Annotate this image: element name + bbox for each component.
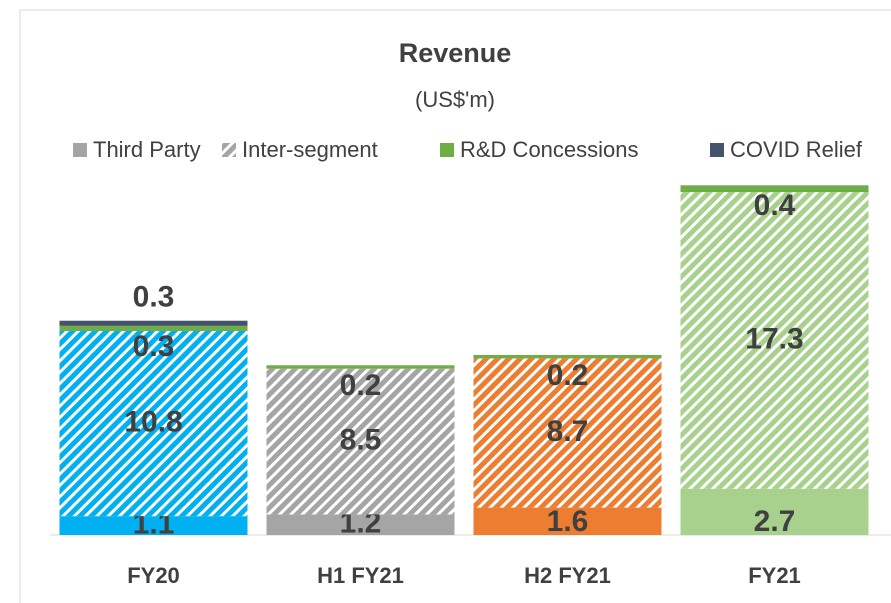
x-tick-label: H2 FY21 xyxy=(524,563,611,588)
data-label: 2.7 xyxy=(754,505,796,538)
bar-segment xyxy=(473,355,662,359)
bar-segment xyxy=(266,365,455,369)
bar-segment xyxy=(266,514,455,535)
x-tick-label: FY20 xyxy=(127,563,180,588)
data-label: 10.8 xyxy=(124,405,182,438)
bar-segment xyxy=(680,192,869,489)
legend-swatch xyxy=(73,143,87,157)
bar-segment xyxy=(59,320,248,326)
data-label: 0.2 xyxy=(547,359,589,392)
data-label: 8.5 xyxy=(340,423,382,456)
x-tick-label: H1 FY21 xyxy=(317,563,404,588)
bar-segment xyxy=(59,331,248,517)
data-label: 17.3 xyxy=(745,322,803,355)
chart-title: Revenue xyxy=(399,38,512,68)
bar-segment xyxy=(680,488,869,535)
legend-swatch xyxy=(710,143,724,157)
chart-subtitle: (US$'m) xyxy=(415,87,495,112)
bar-segment xyxy=(680,185,869,193)
legend-label: Inter-segment xyxy=(242,137,378,162)
data-label: 1.6 xyxy=(547,505,589,538)
chart-frame xyxy=(19,9,891,603)
bar-segment xyxy=(59,516,248,535)
legend-label: COVID Relief xyxy=(730,137,863,162)
bar-segment xyxy=(266,368,455,515)
data-label: 8.7 xyxy=(547,415,589,448)
legend-swatch xyxy=(440,143,454,157)
data-label: 0.3 xyxy=(133,330,175,363)
bar-segment xyxy=(473,507,662,535)
bar-segment xyxy=(59,325,248,331)
legend-label: Third Party xyxy=(93,137,201,162)
x-tick-label: FY21 xyxy=(748,563,801,588)
bar-segment xyxy=(473,358,662,508)
data-label: 0.2 xyxy=(340,369,382,402)
data-label: 0.4 xyxy=(754,189,796,222)
legend-swatch xyxy=(222,143,236,157)
legend-label: R&D Concessions xyxy=(460,137,639,162)
data-label: 0.3 xyxy=(133,281,175,314)
